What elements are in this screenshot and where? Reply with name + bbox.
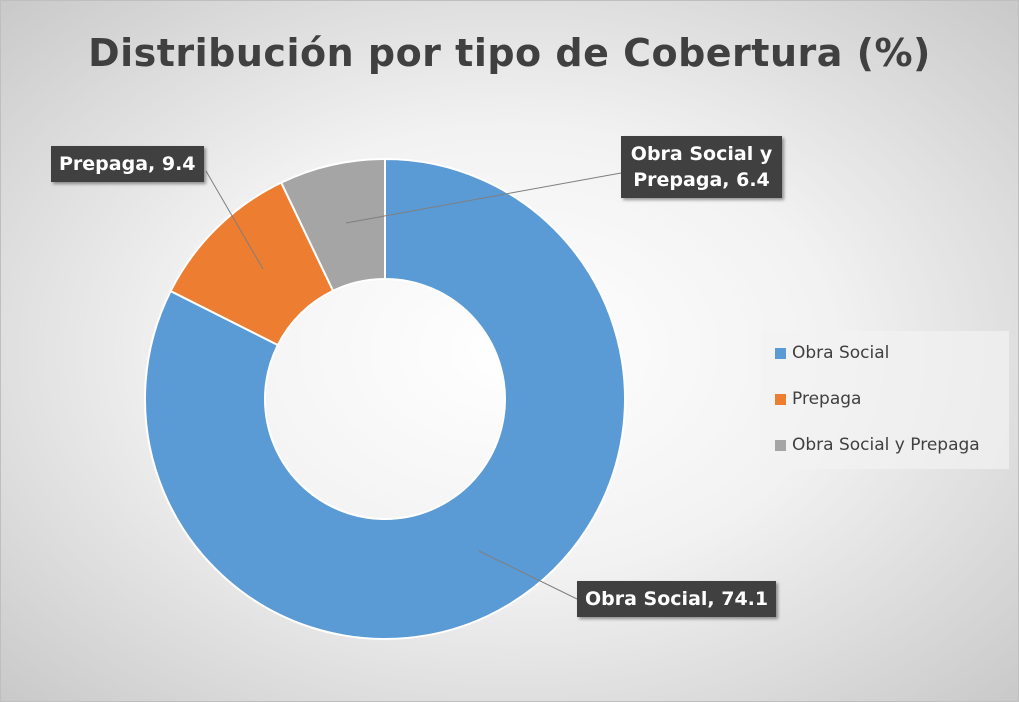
donut-segment (279, 157, 386, 293)
legend-swatch (775, 393, 786, 405)
legend-swatch (775, 347, 786, 359)
leader-line (205, 170, 264, 270)
data-label: Obra Social y Prepaga, 6.4 (621, 136, 782, 198)
legend-swatch (775, 439, 786, 451)
legend: Obra Social Prepaga Obra Social y Prepaga (761, 331, 1009, 469)
legend-label: Obra Social y Prepaga (792, 435, 980, 455)
legend-label: Prepaga (792, 389, 862, 409)
legend-item: Obra Social (775, 343, 889, 363)
legend-item: Obra Social y Prepaga (775, 435, 980, 455)
leader-line (478, 550, 578, 600)
donut-segment (144, 157, 626, 640)
data-label: Prepaga, 9.4 (51, 146, 204, 182)
legend-label: Obra Social (792, 343, 890, 363)
legend-item: Prepaga (775, 389, 861, 409)
leader-line (345, 172, 622, 224)
data-label: Obra Social, 74.1 (577, 581, 777, 617)
chart-title: Distribución por tipo de Cobertura (%) (88, 31, 931, 75)
